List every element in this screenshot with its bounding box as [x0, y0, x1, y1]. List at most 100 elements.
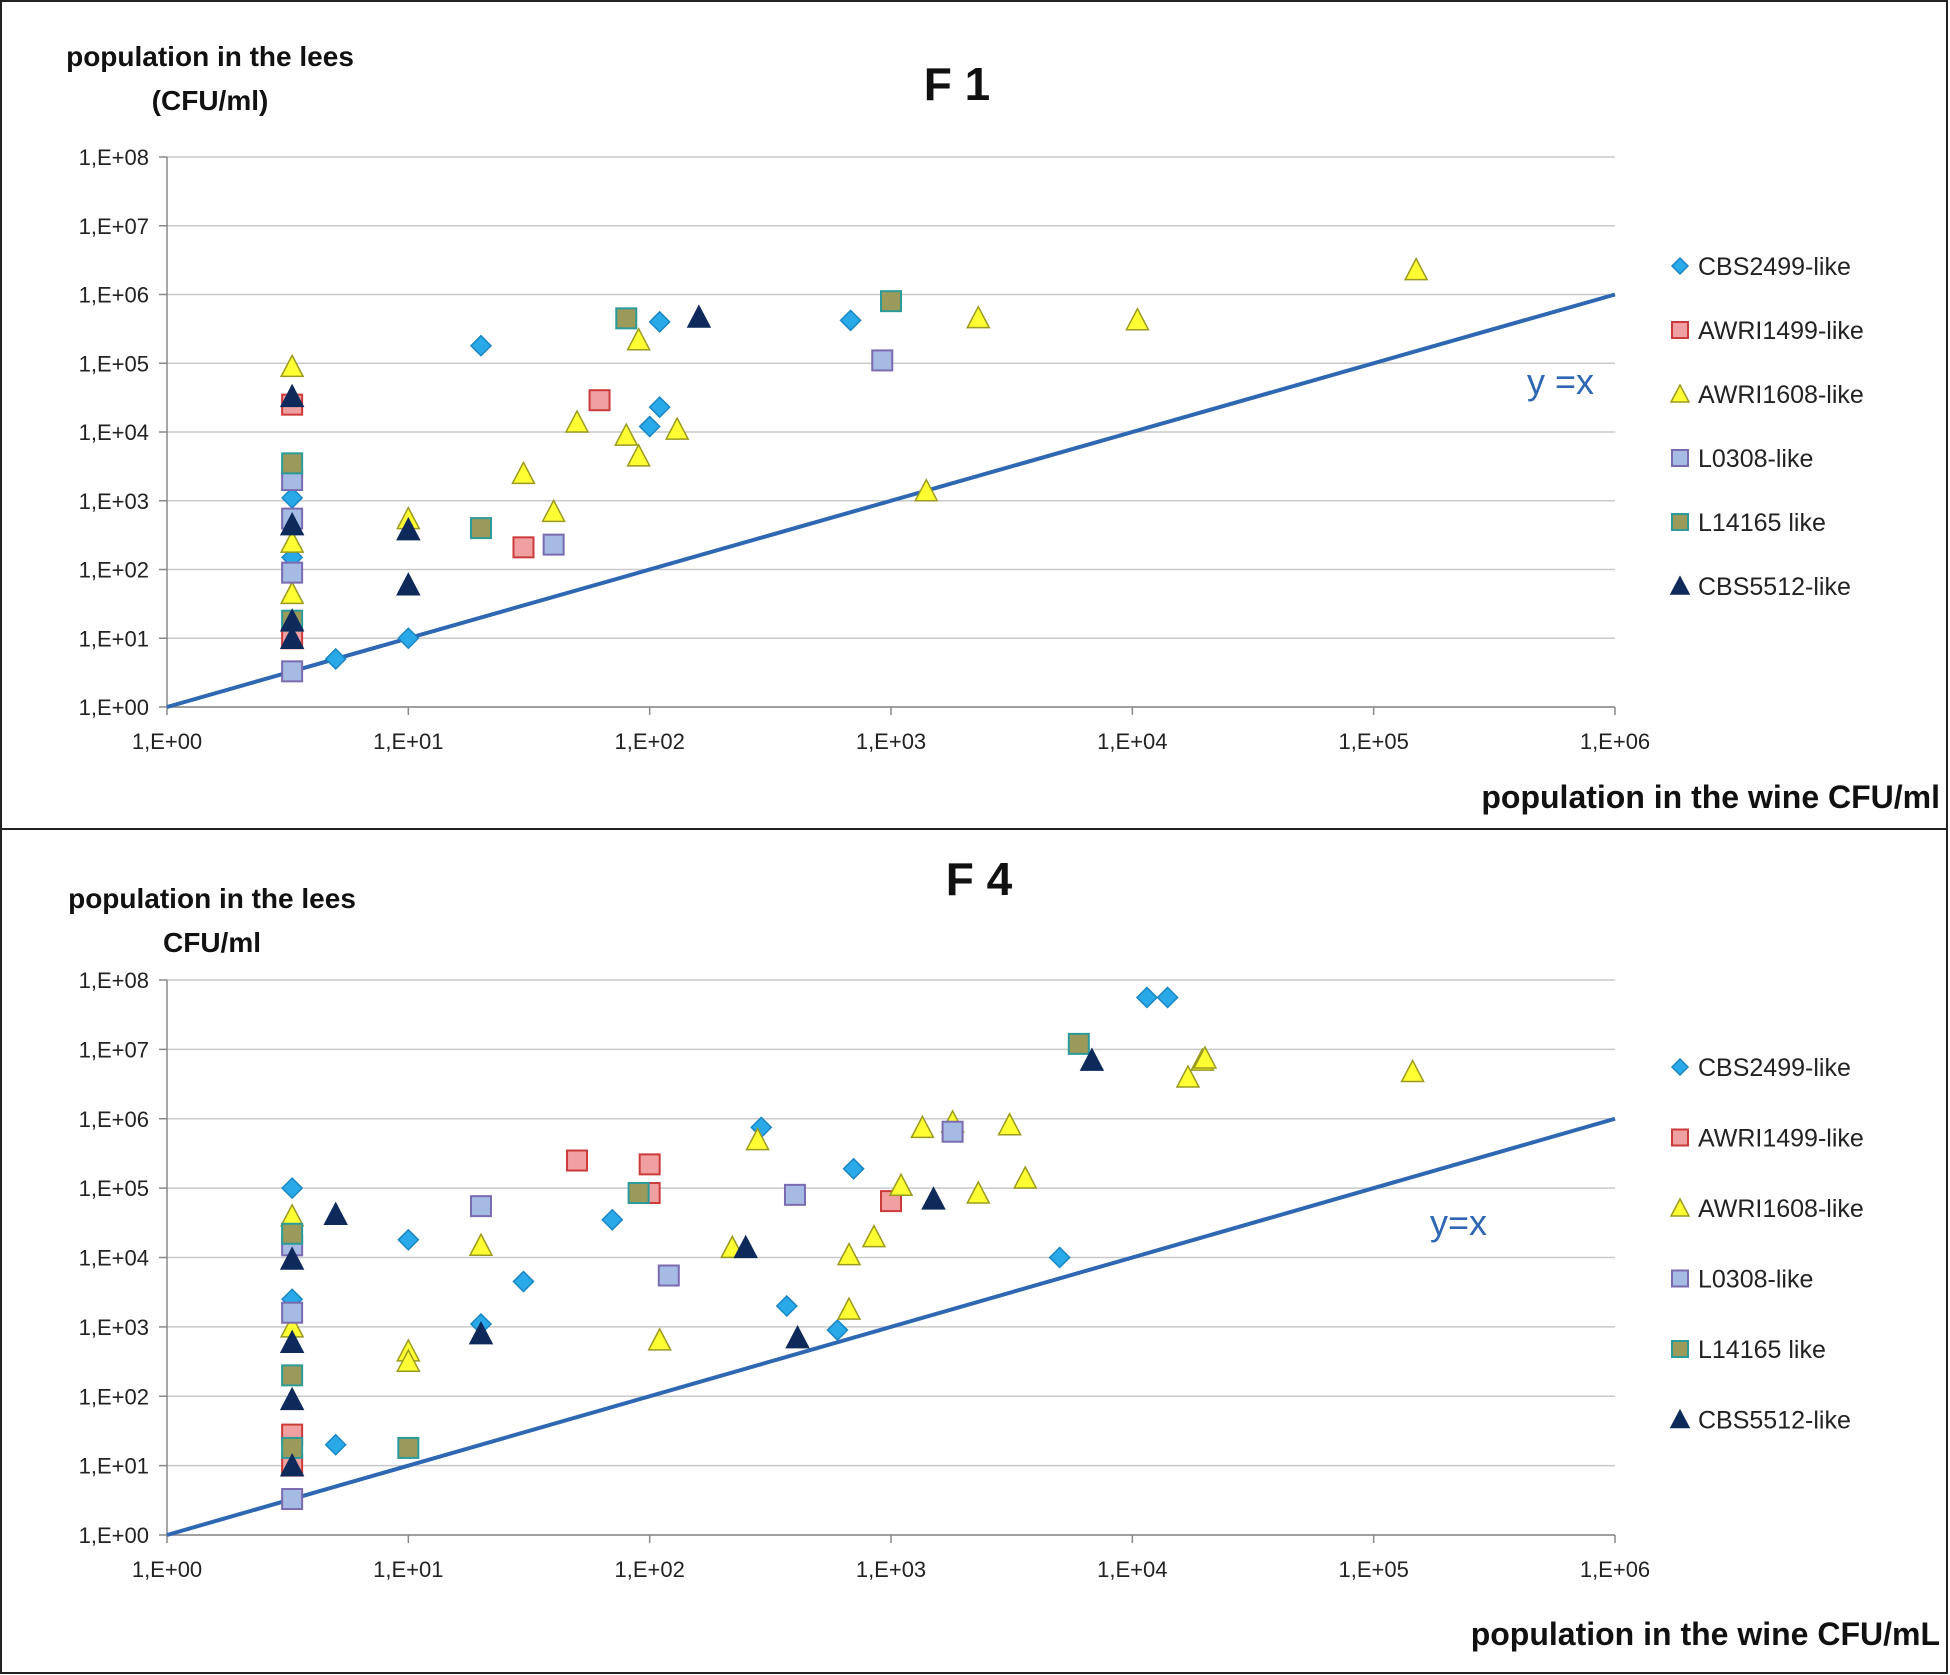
data-point	[281, 452, 304, 475]
data-point	[281, 561, 304, 584]
data-point	[279, 1203, 305, 1227]
data-point	[733, 1234, 758, 1259]
legend-marker	[1669, 1408, 1691, 1429]
legend-item: L0308-like	[1671, 445, 1813, 473]
data-point	[1013, 1165, 1038, 1189]
legend-label: AWRI1499-like	[1698, 317, 1864, 345]
data-point	[279, 1386, 305, 1411]
series-cbs2499-like	[281, 986, 1179, 1456]
data-point	[648, 310, 671, 333]
series-l0308-like	[281, 1120, 964, 1511]
data-point	[626, 443, 651, 467]
data-point	[1175, 1064, 1201, 1088]
y-tick-label: 1,E+00	[79, 1523, 149, 1548]
legend-marker	[1671, 1269, 1689, 1288]
x-tick-label: 1,E+04	[1097, 729, 1167, 754]
legend-label: L14165 like	[1698, 509, 1826, 537]
data-point	[542, 533, 565, 556]
data-point	[566, 1149, 589, 1172]
data-point	[783, 1183, 806, 1206]
data-point	[541, 498, 566, 523]
data-point	[836, 1296, 862, 1320]
reference-line-y-equals-x	[166, 1116, 1616, 1537]
legend-item: AWRI1608-like	[1669, 381, 1864, 409]
legend-item: CBS2499-like	[1670, 1054, 1851, 1082]
data-point	[511, 460, 536, 485]
legend-marker	[1671, 321, 1689, 339]
y-tick-label: 1,E+04	[79, 420, 149, 445]
data-point	[397, 627, 420, 650]
data-point	[281, 1222, 304, 1245]
chart-title: F 4	[946, 853, 1013, 905]
y-tick-label: 1,E+02	[79, 1384, 149, 1409]
data-point	[396, 517, 421, 541]
legend-marker	[1671, 1128, 1689, 1147]
x-axis-label: population in the wine CFU/mL	[1471, 1616, 1940, 1652]
y-tick-label: 1,E+02	[79, 558, 149, 583]
data-point	[1048, 1246, 1071, 1269]
data-point	[323, 1201, 348, 1226]
data-point	[839, 309, 862, 332]
legend-label: AWRI1499-like	[1698, 1125, 1864, 1153]
data-point	[469, 334, 493, 357]
legend-marker	[1671, 1340, 1689, 1358]
data-point	[601, 1208, 624, 1231]
data-point	[745, 1127, 770, 1151]
data-point	[664, 416, 690, 440]
legend-item: L14165 like	[1671, 509, 1826, 537]
data-point	[1192, 1045, 1218, 1069]
data-point	[512, 1270, 535, 1293]
data-point	[1156, 986, 1179, 1009]
data-point	[397, 1228, 420, 1251]
x-tick-label: 1,E+06	[1580, 1557, 1650, 1582]
data-point	[775, 1294, 798, 1318]
x-tick-label: 1,E+02	[614, 729, 684, 754]
legend-marker	[1669, 383, 1691, 403]
y-tick-label: 1,E+08	[79, 145, 149, 170]
chart-panel-f4: F 4 population in the lees CFU/ml popula…	[0, 828, 1948, 1674]
data-point	[279, 511, 305, 536]
legend-item: AWRI1499-like	[1671, 317, 1864, 345]
x-tick-label: 1,E+01	[373, 729, 443, 754]
legend-label: L0308-like	[1698, 1266, 1813, 1294]
series-awri1608-like	[279, 257, 1429, 605]
data-point	[647, 1327, 672, 1351]
data-point	[564, 409, 590, 433]
legend-label: L0308-like	[1698, 445, 1813, 473]
data-point	[468, 1232, 494, 1257]
data-point	[279, 529, 305, 553]
data-point	[836, 1242, 862, 1266]
data-point	[1067, 1032, 1090, 1055]
data-point	[281, 1301, 304, 1324]
y-tick-label: 1,E+01	[79, 626, 149, 651]
x-tick-label: 1,E+05	[1338, 1557, 1408, 1582]
x-tick-label: 1,E+02	[614, 1557, 684, 1582]
data-point	[880, 290, 902, 313]
data-point	[997, 1112, 1022, 1136]
data-point	[396, 1348, 421, 1372]
y-axis-label-line1: population in the lees	[68, 883, 356, 914]
data-point	[966, 305, 991, 329]
y-tick-label: 1,E+08	[79, 968, 149, 993]
legend-label: L14165 like	[1698, 1336, 1826, 1364]
x-tick-label: 1,E+00	[132, 1557, 202, 1582]
legend-label: AWRI1608-like	[1698, 1195, 1864, 1223]
series-l14165-like	[281, 290, 902, 632]
series-l0308-like	[281, 349, 894, 683]
data-point	[279, 1246, 305, 1270]
data-point	[279, 1329, 305, 1354]
data-point	[910, 1114, 935, 1139]
legend-label: CBS2499-like	[1698, 1054, 1851, 1082]
x-tick-label: 1,E+01	[373, 1557, 443, 1582]
x-axis-label: population in the wine CFU/ml	[1481, 779, 1940, 815]
y-tick-label: 1,E+01	[79, 1454, 149, 1479]
legend-item: AWRI1499-like	[1671, 1125, 1864, 1153]
series-awri1499-like	[281, 1149, 902, 1477]
data-point	[324, 1433, 347, 1456]
chart-f4: F 4 population in the lees CFU/ml popula…	[68, 853, 1940, 1652]
gridlines	[159, 979, 1615, 1536]
data-point	[966, 1180, 991, 1204]
data-point	[281, 1364, 304, 1387]
data-point	[842, 1157, 865, 1180]
legend-item: AWRI1608-like	[1669, 1195, 1864, 1223]
